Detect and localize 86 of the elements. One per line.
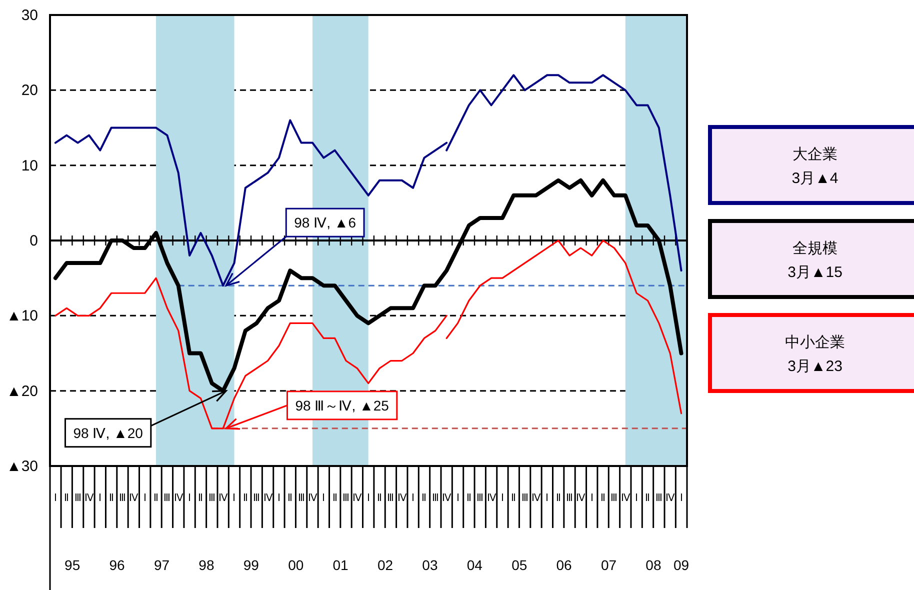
text: Ⅳ — [218, 493, 229, 504]
text: Ⅰ — [232, 493, 236, 504]
text: Ⅰ — [635, 493, 638, 504]
annotation: 98 Ⅲ～Ⅳ, ▲25 — [295, 397, 390, 414]
x-tick-label: 06 — [556, 557, 572, 573]
callout: 98 Ⅳ, ▲20 — [64, 418, 152, 448]
y-tick-label: 0 — [30, 232, 38, 250]
annotation: 98 Ⅳ, ▲20 — [73, 424, 144, 441]
y-tick-label: ▲20 — [6, 382, 38, 400]
x-tick-label: 04 — [466, 557, 483, 573]
text: Ⅲ — [253, 493, 260, 504]
text: Ⅱ — [600, 493, 606, 504]
text: Ⅰ — [456, 493, 460, 504]
text: Ⅳ — [174, 493, 184, 504]
text: Ⅳ — [576, 493, 586, 504]
y-tick-label: 30 — [21, 7, 38, 24]
text: Ⅰ — [143, 493, 146, 504]
x-tick-label: 08 — [646, 557, 662, 573]
x-tick-label: 09 — [673, 557, 690, 573]
x-tick-label: 96 — [109, 557, 126, 573]
x-tick-label: 99 — [243, 557, 260, 573]
text: Ⅳ — [531, 493, 542, 504]
y-tick-label: ▲10 — [6, 308, 38, 325]
text: Ⅳ — [263, 493, 274, 504]
text: Ⅰ — [680, 493, 683, 504]
text: Ⅱ — [288, 493, 293, 504]
text: Ⅰ — [98, 493, 102, 504]
text: Ⅳ — [352, 493, 363, 504]
text: Ⅱ — [154, 493, 159, 504]
text: Ⅱ — [466, 493, 472, 504]
text: Ⅳ — [84, 493, 94, 504]
text: Ⅱ — [108, 493, 114, 504]
text: Ⅲ — [521, 493, 528, 504]
text: Ⅰ — [322, 493, 326, 504]
text: Ⅲ — [655, 493, 662, 504]
text: Ⅲ — [118, 493, 126, 504]
y-tick-label: 10 — [21, 157, 38, 174]
x-tick-label: 02 — [377, 557, 394, 573]
text: Ⅲ — [208, 493, 216, 504]
text: Ⅰ — [54, 493, 57, 504]
text: Ⅱ — [64, 493, 70, 504]
callout: 98 Ⅳ, ▲6 — [285, 208, 365, 238]
text: Ⅰ — [546, 493, 549, 504]
x-tick-label: 07 — [600, 557, 617, 573]
text: Ⅲ — [342, 493, 350, 504]
legend: 大企業 3月▲4 全規模 3月▲15 中小企業 3月▲23 — [708, 125, 914, 393]
text: Ⅰ — [277, 493, 280, 504]
x-tick-label: 03 — [422, 557, 438, 573]
text: Ⅲ — [476, 493, 484, 504]
text: Ⅲ — [387, 493, 394, 504]
text: Ⅱ — [511, 493, 516, 504]
text: Ⅲ — [74, 493, 82, 504]
text: Ⅰ — [500, 493, 504, 504]
y-tick-label: 20 — [21, 82, 38, 100]
text: Ⅲ — [164, 493, 171, 504]
x-tick-label: 98 — [198, 557, 214, 573]
y-tick-label: ▲30 — [6, 458, 38, 475]
text: Ⅱ — [556, 493, 561, 504]
text: Ⅱ — [377, 493, 382, 504]
callout: 98 Ⅲ～Ⅳ, ▲25 — [286, 390, 398, 420]
annotation: 98 Ⅳ, ▲6 — [294, 214, 356, 231]
x-tick-label: 00 — [288, 557, 304, 573]
text: Ⅲ — [610, 493, 618, 504]
text: Ⅱ — [422, 493, 427, 504]
text: Ⅳ — [442, 493, 452, 504]
x-tick-label: 01 — [332, 557, 349, 573]
text: Ⅲ — [566, 493, 574, 504]
x-tick-label: 95 — [64, 557, 80, 573]
text: Ⅳ — [620, 493, 631, 504]
text: Ⅰ — [412, 493, 415, 504]
text: Ⅲ — [432, 493, 439, 504]
text: Ⅱ — [198, 493, 204, 504]
text: Ⅳ — [666, 493, 676, 504]
text: Ⅰ — [188, 493, 192, 504]
text: Ⅳ — [308, 493, 318, 504]
text: Ⅱ — [645, 493, 650, 504]
text: Ⅳ — [129, 493, 140, 504]
text: Ⅰ — [366, 493, 370, 504]
x-tick-label: 05 — [512, 557, 528, 573]
text: Ⅳ — [486, 493, 497, 504]
text: Ⅰ — [590, 493, 594, 504]
text: Ⅳ — [397, 493, 408, 504]
text: Ⅱ — [332, 493, 338, 504]
text: Ⅲ — [298, 493, 305, 504]
text: Ⅱ — [242, 493, 248, 504]
x-tick-label: 97 — [154, 557, 170, 573]
